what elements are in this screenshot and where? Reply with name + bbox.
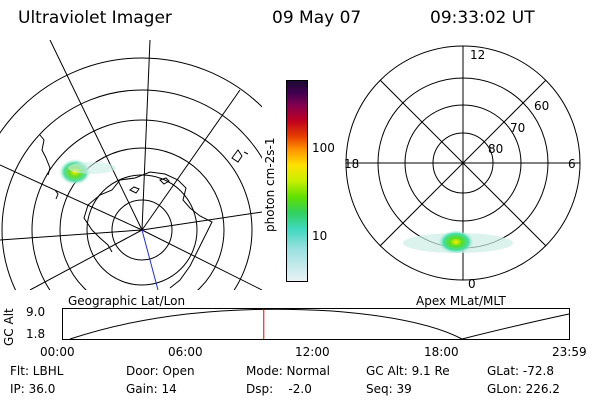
- time-label: 09:33:02 UT: [430, 8, 535, 28]
- color-scale-bar: [286, 80, 308, 282]
- status-glon: GLon: 226.2: [487, 382, 560, 396]
- colorbar-tick-10: 10: [312, 229, 328, 243]
- x-tick-1200: 12:00: [295, 345, 330, 359]
- gc-alt-axis-label: GC Alt: [2, 308, 16, 346]
- lat-label-80: 80: [488, 142, 503, 156]
- status-dsp: Dsp: -2.0: [246, 382, 312, 396]
- x-tick-0000: 00:00: [40, 345, 75, 359]
- x-tick-0600: 06:00: [168, 345, 203, 359]
- orbit-altitude-curve: [69, 308, 570, 340]
- geographic-map: [0, 40, 262, 290]
- lat-label-70: 70: [510, 121, 525, 135]
- status-ip: IP: 36.0: [10, 382, 56, 396]
- alt-tick-9: 9.0: [26, 305, 46, 319]
- geographic-caption: Geographic Lat/Lon: [68, 294, 186, 308]
- mlt-label-18: 18: [344, 157, 359, 171]
- status-flt: Flt: LBHL: [10, 364, 64, 378]
- x-tick-1800: 18:00: [424, 345, 459, 359]
- apex-polar-plot: 12 18 6 0 60 70 80: [344, 45, 581, 290]
- mlt-label-0: 0: [468, 277, 476, 290]
- mlt-label-6: 6: [568, 157, 576, 171]
- colorbar-tick-100: 100: [312, 141, 335, 155]
- instrument-title: Ultraviolet Imager: [18, 8, 172, 28]
- date-label: 09 May 07: [272, 8, 362, 28]
- status-mode: Mode: Normal: [246, 364, 330, 378]
- colorbar-unit-label: photon cm-2s-1: [263, 137, 277, 233]
- alt-tick-1-8: 1.8: [26, 327, 46, 341]
- status-gain: Gain: 14: [126, 382, 177, 396]
- lat-label-60: 60: [534, 99, 549, 113]
- altitude-plot: [62, 308, 570, 340]
- status-gc-alt: GC Alt: 9.1 Re: [366, 364, 450, 378]
- status-glat: GLat: -72.8: [487, 364, 554, 378]
- mlt-label-12: 12: [470, 48, 485, 62]
- apex-caption: Apex MLat/MLT: [416, 294, 506, 308]
- status-door: Door: Open: [126, 364, 195, 378]
- status-seq: Seq: 39: [366, 382, 412, 396]
- x-tick-2359: 23:59: [552, 345, 587, 359]
- aurora-spot-mlt: [438, 230, 474, 254]
- satellite-track: [141, 229, 159, 290]
